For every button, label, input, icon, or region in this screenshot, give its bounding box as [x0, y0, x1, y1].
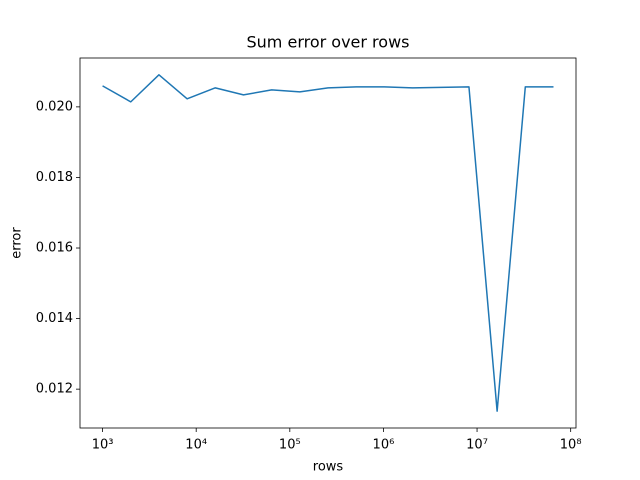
chart-title: Sum error over rows	[247, 33, 410, 52]
y-axis-label: error	[10, 227, 25, 259]
x-tick-label: 10⁷	[466, 438, 488, 453]
y-tick-label: 0.016	[36, 241, 73, 256]
y-tick-label: 0.014	[36, 311, 73, 326]
x-axis-label: rows	[313, 460, 344, 475]
x-tick-label: 10⁵	[279, 438, 301, 453]
data-line	[102, 74, 554, 412]
x-tick-label: 10⁸	[560, 438, 582, 453]
y-tick-label: 0.012	[36, 382, 73, 397]
plot-frame	[79, 57, 577, 429]
x-tick-label: 10⁴	[185, 438, 207, 453]
y-tick-label: 0.020	[36, 99, 73, 114]
x-tick-label: 10⁶	[373, 438, 395, 453]
x-tick-label: 10³	[92, 438, 114, 453]
y-tick-label: 0.018	[36, 170, 73, 185]
